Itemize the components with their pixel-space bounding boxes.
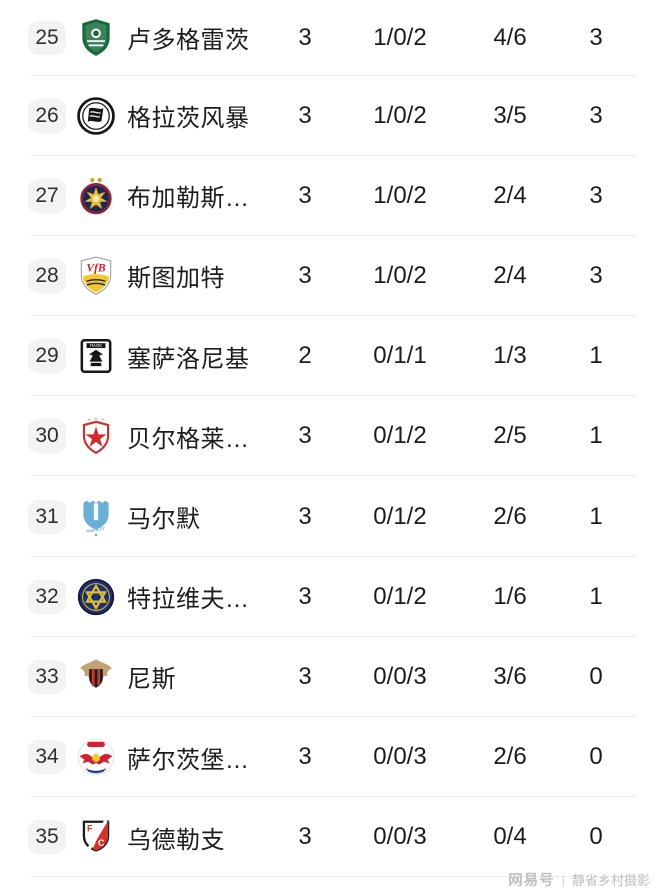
matches-played: 3 xyxy=(298,582,312,610)
points: 1 xyxy=(589,342,603,370)
table-row[interactable]: 34 萨尔茨堡… 3 0/0/3 2/6 0 xyxy=(0,717,660,798)
matches-played: 3 xyxy=(298,261,312,289)
svg-text:VfB: VfB xyxy=(86,262,106,274)
win-draw-loss: 1/0/2 xyxy=(373,23,427,51)
salzburg-badge-icon xyxy=(75,736,117,778)
matches-played: 3 xyxy=(298,823,312,851)
paok-badge-icon: ΠΑΟΚ xyxy=(75,335,117,377)
matches-played: 3 xyxy=(298,23,312,51)
svg-text:C: C xyxy=(98,838,105,848)
team-name: 斯图加特 xyxy=(127,265,225,293)
rank-badge: 27 xyxy=(28,178,66,213)
rank-badge: 26 xyxy=(28,98,66,133)
svg-text:Malmö FF: Malmö FF xyxy=(86,525,106,533)
win-draw-loss: 0/0/3 xyxy=(373,662,427,690)
goals-for-against: 3/5 xyxy=(493,101,527,129)
goals-for-against: 1/3 xyxy=(493,342,527,370)
win-draw-loss: 1/0/2 xyxy=(373,181,427,209)
win-draw-loss: 0/0/3 xyxy=(373,823,427,851)
matches-played: 3 xyxy=(298,101,312,129)
table-row[interactable]: 31 Malmö FF 马尔默 3 0/1/2 2/6 1 xyxy=(0,476,660,557)
win-draw-loss: 0/1/2 xyxy=(373,582,427,610)
matches-played: 2 xyxy=(298,342,312,370)
team-name: 乌德勒支 xyxy=(127,826,225,854)
team-name: 格拉茨风暴 xyxy=(127,105,250,133)
win-draw-loss: 0/1/2 xyxy=(373,422,427,450)
rank-badge: 33 xyxy=(28,659,66,694)
win-draw-loss: 1/0/2 xyxy=(373,101,427,129)
team-name: 布加勒斯… xyxy=(127,185,250,213)
rank-badge: 34 xyxy=(28,740,66,775)
table-row[interactable]: 26 格拉茨风暴 3 1/0/2 3/5 3 xyxy=(0,75,660,156)
goals-for-against: 2/4 xyxy=(493,261,527,289)
table-row[interactable]: 30 贝尔格莱… 3 0/1/2 2/5 1 xyxy=(0,396,660,477)
table-row[interactable]: 32 特拉维夫… 3 0/1/2 1/6 1 xyxy=(0,556,660,638)
table-row[interactable]: 25 卢多格雷茨 3 1/0/2 4/6 3 xyxy=(0,0,660,76)
goals-for-against: 2/5 xyxy=(493,422,527,450)
win-draw-loss: 0/1/2 xyxy=(373,502,427,530)
matches-played: 3 xyxy=(298,662,312,690)
maccabi-tel-aviv-badge-icon xyxy=(75,576,117,618)
fcsb-badge-icon xyxy=(75,175,117,217)
goals-for-against: 2/6 xyxy=(493,502,527,530)
points: 1 xyxy=(589,582,603,610)
goals-for-against: 3/6 xyxy=(493,662,527,690)
team-name: 萨尔茨堡… xyxy=(127,746,250,774)
team-name: 马尔默 xyxy=(127,506,201,534)
goals-for-against: 0/4 xyxy=(493,823,527,851)
points: 3 xyxy=(589,101,603,129)
points: 3 xyxy=(589,181,603,209)
rank-badge: 25 xyxy=(28,20,66,55)
points: 0 xyxy=(589,743,603,771)
points: 1 xyxy=(589,502,603,530)
goals-for-against: 2/4 xyxy=(493,181,527,209)
goals-for-against: 2/6 xyxy=(493,743,527,771)
points: 1 xyxy=(589,422,603,450)
svg-text:F: F xyxy=(87,824,93,834)
table-row[interactable]: 27 布加勒斯… 3 1/0/2 2/4 3 xyxy=(0,155,660,237)
team-name: 卢多格雷茨 xyxy=(127,27,250,55)
win-draw-loss: 0/1/1 xyxy=(373,342,427,370)
goals-for-against: 4/6 xyxy=(493,23,527,51)
matches-played: 3 xyxy=(298,502,312,530)
points: 0 xyxy=(589,823,603,851)
win-draw-loss: 0/0/3 xyxy=(373,743,427,771)
table-row[interactable]: 33 尼斯 3 0/0/3 3/6 0 xyxy=(0,636,660,718)
svg-text:ΠΑΟΚ: ΠΑΟΚ xyxy=(90,343,102,348)
win-draw-loss: 1/0/2 xyxy=(373,261,427,289)
sturm-graz-badge-icon xyxy=(75,95,117,137)
nice-badge-icon xyxy=(75,656,117,698)
rank-badge: 30 xyxy=(28,419,66,454)
team-name: 贝尔格莱… xyxy=(127,425,250,453)
rank-badge: 31 xyxy=(28,499,66,534)
goals-for-against: 1/6 xyxy=(493,582,527,610)
points: 0 xyxy=(589,662,603,690)
red-star-badge-icon xyxy=(75,415,117,457)
matches-played: 3 xyxy=(298,181,312,209)
points: 3 xyxy=(589,23,603,51)
malmo-badge-icon: Malmö FF xyxy=(75,496,117,538)
team-name: 尼斯 xyxy=(127,666,176,694)
rank-badge: 35 xyxy=(28,820,66,855)
table-row[interactable]: 29 ΠΑΟΚ 塞萨洛尼基 2 0/1/1 1/3 1 xyxy=(0,316,660,397)
rank-badge: 29 xyxy=(28,339,66,374)
team-name: 塞萨洛尼基 xyxy=(127,345,250,373)
matches-played: 3 xyxy=(298,743,312,771)
table-row[interactable]: 28 VfB 斯图加特 3 1/0/2 2/4 3 xyxy=(0,235,660,317)
ludogorets-badge-icon xyxy=(75,17,117,59)
rank-badge: 32 xyxy=(28,579,66,614)
stuttgart-badge-icon: VfB xyxy=(75,255,117,297)
points: 3 xyxy=(589,261,603,289)
team-name: 特拉维夫… xyxy=(127,586,250,614)
rank-badge: 28 xyxy=(28,258,66,293)
matches-played: 3 xyxy=(298,422,312,450)
